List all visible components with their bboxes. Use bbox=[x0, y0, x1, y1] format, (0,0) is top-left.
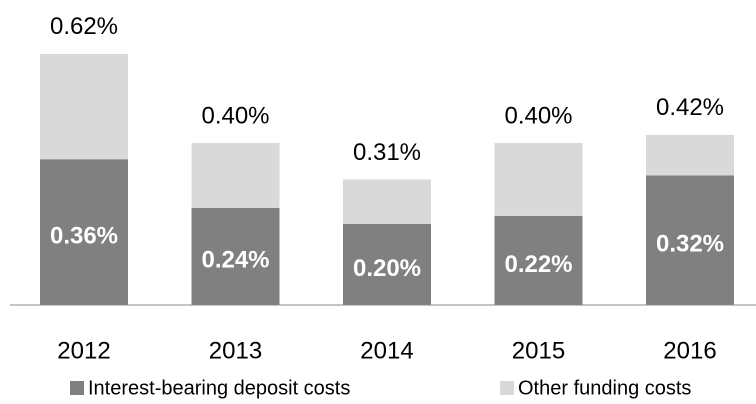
bar-segment bbox=[343, 179, 431, 224]
segment-label: 0.32% bbox=[656, 231, 724, 258]
bar-segment bbox=[40, 159, 128, 305]
segment-label: 0.20% bbox=[353, 255, 421, 282]
total-label: 0.31% bbox=[353, 139, 421, 166]
x-tick-label: 2013 bbox=[209, 337, 262, 364]
bar-segment bbox=[191, 143, 280, 208]
segment-label: 0.36% bbox=[50, 222, 118, 249]
total-label: 0.40% bbox=[504, 102, 572, 129]
bar-segment bbox=[191, 207, 280, 305]
legend-swatch bbox=[70, 381, 84, 395]
x-tick-label: 2014 bbox=[360, 337, 413, 364]
segment-label: 0.22% bbox=[504, 251, 572, 278]
bar-segment bbox=[494, 143, 583, 216]
legend-label: Interest-bearing deposit costs bbox=[88, 377, 350, 399]
segment-label: 0.24% bbox=[201, 247, 269, 274]
bar-segment bbox=[646, 134, 734, 176]
bar-segment bbox=[646, 175, 734, 305]
bar-segment bbox=[494, 215, 583, 305]
bar-segment bbox=[343, 224, 431, 305]
total-label: 0.40% bbox=[201, 102, 269, 129]
x-tick-label: 2012 bbox=[57, 337, 110, 364]
x-tick-label: 2015 bbox=[512, 337, 565, 364]
legend-label: Other funding costs bbox=[518, 377, 691, 399]
total-label: 0.62% bbox=[50, 13, 118, 40]
x-tick-label: 2016 bbox=[663, 337, 716, 364]
total-label: 0.42% bbox=[656, 94, 724, 121]
bar-segment bbox=[40, 53, 128, 160]
legend-swatch bbox=[500, 381, 514, 395]
